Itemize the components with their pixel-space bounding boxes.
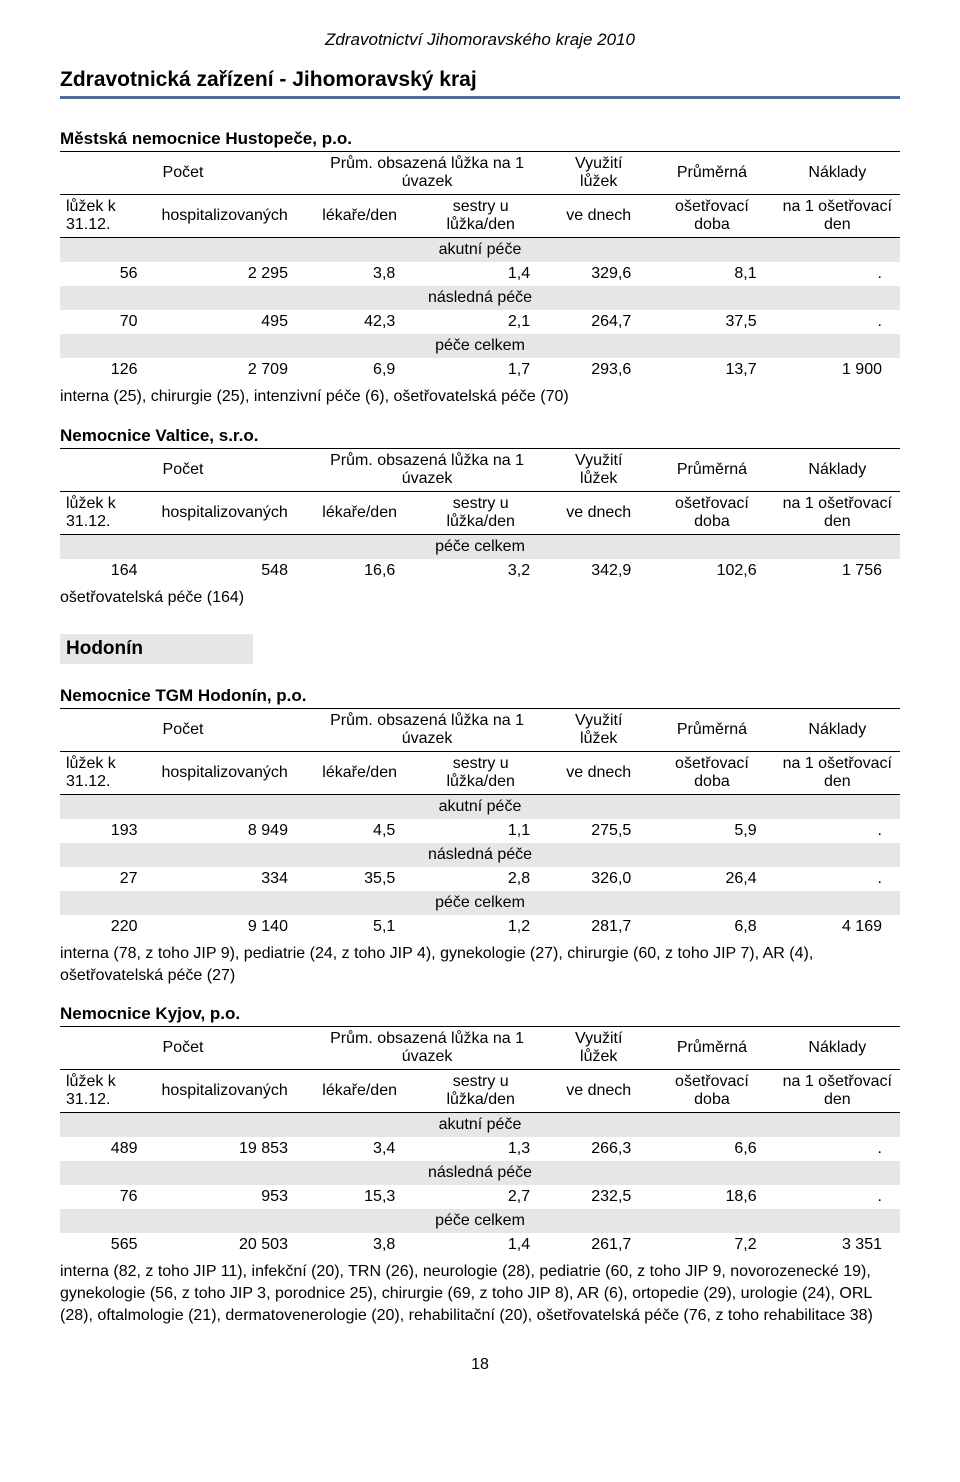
doc-header: Zdravotnictví Jihomoravského kraje 2010 — [60, 30, 900, 50]
data-row: 76 953 15,3 2,7 232,5 18,6 . — [60, 1185, 900, 1209]
band-row: akutní péče — [60, 238, 900, 263]
page-number: 18 — [60, 1356, 900, 1374]
data-row: 27 334 35,5 2,8 326,0 26,4 . — [60, 867, 900, 891]
facility-table: Počet Prům. obsazená lůžka na 1 úvazek V… — [60, 708, 900, 939]
facility-name: Nemocnice Valtice, s.r.o. — [60, 426, 900, 446]
band-row: akutní péče — [60, 1113, 900, 1138]
band-row: péče celkem — [60, 1209, 900, 1233]
table-header-row2: lůžek k 31.12. hospitalizovaných lékaře/… — [60, 195, 900, 238]
band-row: péče celkem — [60, 891, 900, 915]
band-row: péče celkem — [60, 534, 900, 559]
table-header-row: Počet Prům. obsazená lůžka na 1 úvazek V… — [60, 709, 900, 752]
facility-note: interna (78, z toho JIP 9), pediatrie (2… — [60, 943, 900, 986]
district-heading: Hodonín — [60, 634, 253, 664]
data-row: 565 20 503 3,8 1,4 261,7 7,2 3 351 — [60, 1233, 900, 1257]
facility-table: Počet Prům. obsazená lůžka na 1 úvazek V… — [60, 1026, 900, 1257]
table-header-row2: lůžek k 31.12. hospitalizovaných lékaře/… — [60, 491, 900, 534]
band-row: následná péče — [60, 286, 900, 310]
data-row: 193 8 949 4,5 1,1 275,5 5,9 . — [60, 819, 900, 843]
facility-name: Městská nemocnice Hustopeče, p.o. — [60, 129, 900, 149]
band-row: akutní péče — [60, 795, 900, 820]
table-header-row: Počet Prům. obsazená lůžka na 1 úvazek V… — [60, 448, 900, 491]
data-row: 56 2 295 3,8 1,4 329,6 8,1 . — [60, 262, 900, 286]
table-header-row: Počet Prům. obsazená lůžka na 1 úvazek V… — [60, 152, 900, 195]
facility-name: Nemocnice TGM Hodonín, p.o. — [60, 686, 900, 706]
data-row: 70 495 42,3 2,1 264,7 37,5 . — [60, 310, 900, 334]
band-row: péče celkem — [60, 334, 900, 358]
page: Zdravotnictví Jihomoravského kraje 2010 … — [0, 0, 960, 1414]
facility-note: ošetřovatelská péče (164) — [60, 587, 900, 609]
facility-note: interna (25), chirurgie (25), intenzivní… — [60, 386, 900, 408]
data-row: 126 2 709 6,9 1,7 293,6 13,7 1 900 — [60, 358, 900, 382]
table-header-row2: lůžek k 31.12. hospitalizovaných lékaře/… — [60, 1070, 900, 1113]
data-row: 164 548 16,6 3,2 342,9 102,6 1 756 — [60, 559, 900, 583]
table-header-row2: lůžek k 31.12. hospitalizovaných lékaře/… — [60, 752, 900, 795]
data-row: 220 9 140 5,1 1,2 281,7 6,8 4 169 — [60, 915, 900, 939]
facility-name: Nemocnice Kyjov, p.o. — [60, 1004, 900, 1024]
table-header-row: Počet Prům. obsazená lůžka na 1 úvazek V… — [60, 1027, 900, 1070]
facility-note: interna (82, z toho JIP 11), infekční (2… — [60, 1261, 900, 1326]
band-row: následná péče — [60, 1161, 900, 1185]
data-row: 489 19 853 3,4 1,3 266,3 6,6 . — [60, 1137, 900, 1161]
facility-table: Počet Prům. obsazená lůžka na 1 úvazek V… — [60, 151, 900, 382]
facility-table: Počet Prům. obsazená lůžka na 1 úvazek V… — [60, 448, 900, 583]
section-title: Zdravotnická zařízení - Jihomoravský kra… — [60, 68, 900, 99]
band-row: následná péče — [60, 843, 900, 867]
